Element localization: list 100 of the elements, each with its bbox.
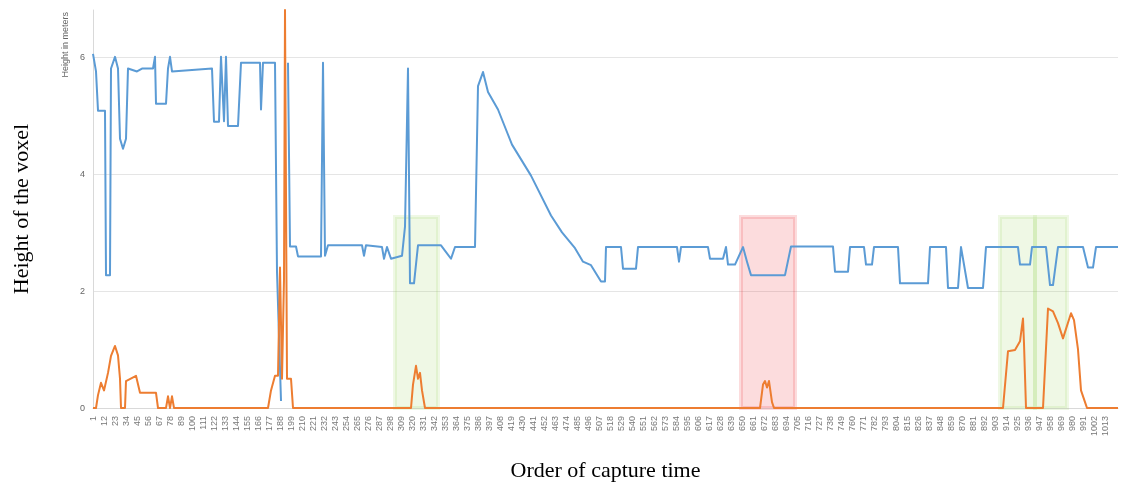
x-tick-label: 705 — [792, 416, 802, 432]
x-tick-label: 419 — [506, 416, 516, 432]
x-tick-label: 210 — [297, 416, 307, 432]
x-tick-label: 683 — [770, 416, 780, 432]
x-tick-label: 738 — [825, 416, 835, 432]
x-tick-label: 969 — [1056, 416, 1066, 432]
x-tick-label: 287 — [374, 416, 384, 432]
x-tick-label: 595 — [682, 416, 692, 432]
x-tick-label: 694 — [781, 416, 791, 432]
x-tick-label: 67 — [154, 416, 164, 427]
x-tick-label: 199 — [286, 416, 296, 432]
x-tick-label: 672 — [759, 416, 769, 432]
x-tick-label: 177 — [264, 416, 274, 432]
x-tick-label: 452 — [539, 416, 549, 432]
x-tick-label: 309 — [396, 416, 406, 432]
x-tick-label: 375 — [462, 416, 472, 432]
x-tick-label: 749 — [836, 416, 846, 432]
x-tick-label: 771 — [858, 416, 868, 432]
x-tick-label: 23 — [110, 416, 120, 427]
x-tick-label: 815 — [902, 416, 912, 432]
x-tick-label: 12 — [99, 416, 109, 427]
x-tick-label: 100 — [187, 416, 197, 432]
x-tick-label: 991 — [1078, 416, 1088, 432]
x-tick-label: 397 — [484, 416, 494, 432]
x-tick-label: 727 — [814, 416, 824, 432]
x-tick-label: 562 — [649, 416, 659, 432]
x-tick-label: 1013 — [1100, 416, 1110, 437]
x-tick-label: 265 — [352, 416, 362, 432]
x-tick-label: 804 — [891, 416, 901, 432]
x-tick-label: 936 — [1023, 416, 1033, 432]
x-tick-label: 408 — [495, 416, 505, 432]
x-tick-label: 848 — [935, 416, 945, 432]
x-axis-title: Order of capture time — [510, 456, 701, 482]
x-tick-label: 925 — [1012, 416, 1022, 432]
x-tick-label: 364 — [451, 416, 461, 432]
x-tick-label: 903 — [990, 416, 1000, 432]
x-tick-label: 628 — [715, 416, 725, 432]
x-tick-label: 232 — [319, 416, 329, 432]
y-axis-title: Height of the voxel — [7, 123, 33, 295]
x-tick-label: 639 — [726, 416, 736, 432]
x-tick-label: 155 — [242, 416, 252, 432]
x-tick-label: 892 — [979, 416, 989, 432]
x-tick-label: 34 — [121, 416, 131, 427]
x-tick-label: 78 — [165, 416, 175, 427]
y-tick-label: 2 — [79, 285, 85, 296]
x-tick-label: 859 — [946, 416, 956, 432]
x-tick-label: 826 — [913, 416, 923, 432]
x-tick-label: 760 — [847, 416, 857, 432]
x-tick-label: 441 — [528, 416, 538, 432]
x-tick-label: 144 — [231, 416, 241, 432]
x-tick-label: 881 — [968, 416, 978, 432]
x-tick-label: 716 — [803, 416, 813, 432]
x-tick-label: 793 — [880, 416, 890, 432]
y-tick-label: 6 — [79, 51, 85, 62]
x-tick-label: 298 — [385, 416, 395, 432]
x-tick-label: 551 — [638, 416, 648, 432]
x-tick-label: 463 — [550, 416, 560, 432]
x-tick-label: 188 — [275, 416, 285, 432]
x-tick-label: 166 — [253, 416, 263, 432]
x-tick-label: 837 — [924, 416, 934, 432]
x-tick-label: 474 — [561, 416, 571, 432]
x-tick-label: 342 — [429, 416, 439, 432]
x-tick-label: 650 — [737, 416, 747, 432]
x-tick-label: 914 — [1001, 416, 1011, 432]
x-tick-label: 573 — [660, 416, 670, 432]
x-tick-label: 56 — [143, 416, 153, 427]
y-tick-label: 4 — [79, 168, 85, 179]
x-tick-label: 485 — [572, 416, 582, 432]
x-tick-label: 430 — [517, 416, 527, 432]
y-tick-label: 0 — [79, 403, 85, 413]
x-tick-label: 386 — [473, 416, 483, 432]
x-tick-label: 529 — [616, 416, 626, 432]
x-tick-label: 782 — [869, 416, 879, 432]
x-tick-label: 1 — [88, 416, 98, 422]
x-tick-label: 45 — [132, 416, 142, 427]
x-tick-label: 518 — [605, 416, 615, 432]
x-tick-label: 276 — [363, 416, 373, 432]
x-tick-label: 496 — [583, 416, 593, 432]
x-tick-label: 661 — [748, 416, 758, 432]
x-tick-label: 111 — [198, 416, 208, 430]
x-tick-label: 584 — [671, 416, 681, 432]
x-tick-label: 617 — [704, 416, 714, 432]
x-tick-label: 353 — [440, 416, 450, 432]
x-tick-label: 89 — [176, 416, 186, 427]
x-tick-label: 331 — [418, 416, 428, 432]
text: Height in meters — [59, 11, 70, 78]
x-tick-label: 540 — [627, 416, 637, 432]
x-tick-label: 320 — [407, 416, 417, 432]
x-tick-label: 1002 — [1089, 416, 1099, 437]
x-tick-label: 221 — [308, 416, 318, 432]
x-tick-label: 606 — [693, 416, 703, 432]
x-tick-label: 243 — [330, 416, 340, 432]
x-tick-label: 122 — [209, 416, 219, 432]
x-tick-label: 947 — [1034, 416, 1044, 432]
x-tick-label: 980 — [1067, 416, 1077, 432]
x-tick-label: 958 — [1045, 416, 1055, 432]
x-tick-label: 133 — [220, 416, 230, 432]
x-tick-label: 507 — [594, 416, 604, 432]
x-tick-label: 870 — [957, 416, 967, 432]
x-tick-label: 254 — [341, 416, 351, 432]
